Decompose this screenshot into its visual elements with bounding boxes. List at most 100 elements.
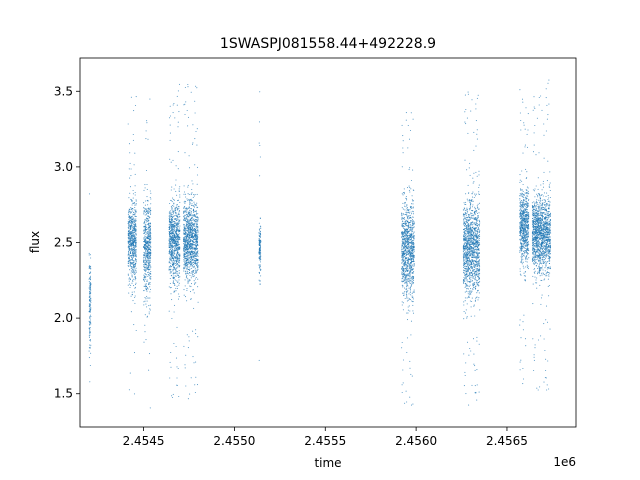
data-point: [260, 269, 262, 271]
data-point: [146, 297, 148, 299]
data-point: [147, 288, 149, 290]
data-point: [134, 279, 136, 281]
data-point: [186, 259, 188, 261]
data-point: [134, 302, 136, 304]
data-point: [476, 336, 478, 338]
data-point: [408, 253, 410, 255]
data-point: [89, 318, 91, 320]
data-point: [184, 228, 186, 230]
data-point: [134, 269, 136, 271]
data-point: [478, 212, 480, 214]
data-point: [466, 263, 468, 265]
data-point: [89, 265, 91, 267]
data-point: [406, 199, 408, 201]
data-point: [403, 264, 405, 266]
data-point: [148, 282, 150, 284]
data-point: [130, 233, 132, 235]
data-point: [462, 223, 465, 225]
data-point: [134, 194, 136, 196]
data-point: [130, 284, 132, 286]
data-point: [132, 254, 134, 256]
data-point: [145, 214, 147, 216]
data-point: [148, 313, 150, 315]
data-point: [183, 104, 185, 106]
data-point: [145, 242, 147, 244]
data-point: [130, 259, 132, 262]
data-point: [172, 159, 174, 161]
data-point: [194, 257, 196, 260]
data-point: [406, 228, 408, 230]
data-point: [179, 196, 181, 198]
data-point: [144, 250, 147, 252]
data-point: [259, 280, 261, 282]
data-point: [128, 252, 130, 254]
data-point: [409, 396, 411, 398]
data-point: [411, 261, 413, 263]
data-point: [90, 315, 92, 318]
data-point: [410, 179, 413, 182]
data-point: [145, 224, 147, 226]
data-point: [144, 239, 146, 241]
data-point: [196, 251, 198, 253]
data-point: [172, 112, 174, 114]
data-point: [176, 227, 178, 229]
data-point: [410, 112, 412, 114]
data-point: [169, 214, 171, 216]
data-point: [401, 245, 403, 247]
data-point: [89, 316, 91, 318]
data-point: [88, 267, 90, 269]
data-point: [150, 232, 152, 235]
data-point: [412, 245, 414, 247]
data-point: [88, 281, 90, 283]
data-point: [135, 263, 137, 265]
data-point: [132, 232, 134, 234]
data-point: [474, 232, 476, 234]
data-point: [407, 259, 409, 262]
data-point: [127, 253, 129, 255]
data-point: [89, 287, 91, 289]
data-point: [171, 395, 173, 397]
data-point: [134, 265, 136, 267]
data-point: [184, 193, 187, 195]
data-point: [146, 290, 148, 292]
data-point: [135, 204, 137, 206]
data-point: [409, 310, 411, 312]
data-point: [403, 262, 405, 264]
data-point: [178, 260, 180, 262]
data-point: [190, 218, 192, 220]
data-point: [171, 260, 173, 262]
data-point: [128, 143, 131, 145]
data-point: [194, 216, 196, 218]
data-point: [149, 251, 151, 254]
data-point: [174, 208, 176, 210]
data-point: [149, 248, 152, 250]
data-point: [178, 279, 180, 281]
data-point: [197, 258, 199, 260]
data-point: [188, 155, 190, 157]
data-point: [406, 253, 408, 255]
data-point: [134, 287, 136, 289]
data-point: [258, 121, 261, 123]
data-point: [413, 221, 415, 223]
data-point: [475, 120, 477, 122]
data-point: [191, 263, 193, 265]
data-point: [409, 277, 411, 279]
data-point: [133, 234, 135, 236]
data-point: [408, 305, 410, 307]
data-point: [476, 97, 478, 99]
data-point: [188, 255, 190, 257]
data-point: [147, 254, 149, 256]
data-point: [149, 196, 151, 199]
data-point: [188, 213, 190, 215]
data-point: [175, 214, 177, 216]
data-point: [406, 295, 408, 297]
data-point: [196, 271, 198, 273]
data-point: [171, 241, 173, 243]
data-point: [170, 254, 172, 256]
data-point: [133, 218, 135, 220]
data-point: [412, 267, 414, 270]
data-point: [403, 253, 405, 255]
data-point: [145, 276, 147, 278]
data-point: [410, 277, 412, 279]
data-point: [410, 334, 412, 336]
